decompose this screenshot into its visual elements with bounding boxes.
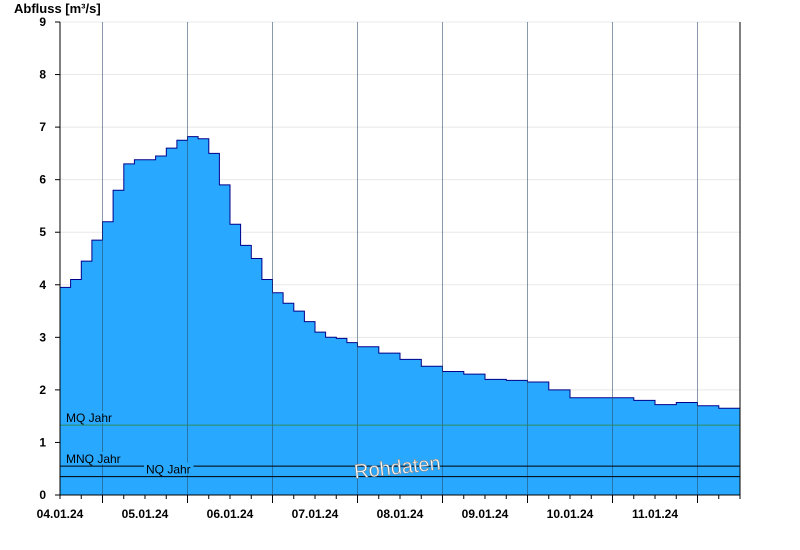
y-tick-label-8: 8 xyxy=(39,68,46,82)
discharge-line xyxy=(60,136,740,409)
discharge-area-fill xyxy=(60,136,740,495)
ref-label-bg-mq-jahr xyxy=(64,411,114,424)
day-separators xyxy=(102,22,698,495)
y-tick-label-5: 5 xyxy=(39,225,46,239)
y-tick-label-3: 3 xyxy=(39,330,46,344)
ref-label-bg-mnq-jahr xyxy=(64,452,120,465)
y-tick-label-6: 6 xyxy=(39,173,46,187)
y-tick-label-0: 0 xyxy=(39,488,46,502)
y-tick-label-7: 7 xyxy=(39,120,46,134)
x-tick-label-1: 05.01.24 xyxy=(122,507,169,521)
ref-label-nq-jahr: NQ Jahr xyxy=(146,463,191,477)
ref-label-mq-jahr: MQ Jahr xyxy=(66,411,112,425)
x-tick-label-2: 06.01.24 xyxy=(207,507,254,521)
x-tick-label-0: 04.01.24 xyxy=(37,507,84,521)
y-tick-label-9: 9 xyxy=(39,15,46,29)
y-tick-label-4: 4 xyxy=(39,278,46,292)
ref-label-bg-nq-jahr xyxy=(144,462,194,475)
reference-lines: MQ Jahr MNQ Jahr NQ Jahr xyxy=(60,411,740,478)
x-tick-label-4: 08.01.24 xyxy=(377,507,424,521)
y-axis-title: Abfluss [m³/s] xyxy=(14,1,101,16)
x-tick-label-3: 07.01.24 xyxy=(292,507,339,521)
ref-label-mnq-jahr: MNQ Jahr xyxy=(66,452,121,466)
watermark-rohdaten: Rohdaten xyxy=(353,453,442,484)
y-tick-label-2: 2 xyxy=(39,383,46,397)
axes: 0 1 2 3 4 5 6 7 8 9 04.01.24 05.01.24 06.01.24 07.01.… xyxy=(37,15,741,521)
x-tick-label-5: 09.01.24 xyxy=(462,507,509,521)
discharge-area xyxy=(60,136,740,495)
x-tick-label-7: 11.01.24 xyxy=(632,507,678,521)
y-tick-label-1: 1 xyxy=(39,435,46,449)
x-tick-label-6: 10.01.24 xyxy=(547,507,594,521)
